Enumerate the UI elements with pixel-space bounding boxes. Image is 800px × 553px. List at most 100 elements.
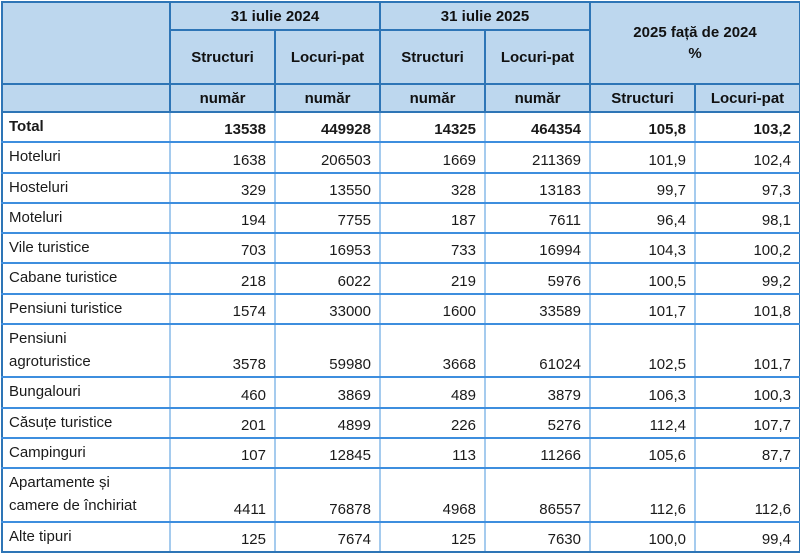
cell-value: 112,4 bbox=[589, 406, 696, 439]
cell-value: 219 bbox=[379, 262, 486, 295]
table-row: Total 13538 449928 14325 464354 105,8 103,2 bbox=[1, 110, 800, 144]
cell-value: 98,1 bbox=[693, 201, 800, 235]
cell-value: 100,5 bbox=[589, 262, 696, 295]
cell-value: 101,8 bbox=[693, 292, 800, 325]
cell-value: 112,6 bbox=[693, 467, 800, 523]
cell-value: 328 bbox=[379, 171, 486, 204]
unit-cell: număr bbox=[169, 83, 276, 113]
row-label: Pensiuni agroturistice bbox=[1, 322, 171, 379]
row-label: Apartamente și camere de închiriat bbox=[1, 467, 171, 523]
cell-value: 7611 bbox=[484, 201, 591, 235]
cell-value: 13550 bbox=[274, 171, 381, 204]
cell-value: 112,6 bbox=[589, 467, 696, 523]
cell-value: 125 bbox=[169, 520, 276, 553]
unit-cell: număr bbox=[484, 83, 591, 113]
cell-value: 106,3 bbox=[589, 376, 696, 409]
cell-value: 99,2 bbox=[693, 262, 800, 295]
row-label: Moteluri bbox=[1, 201, 171, 235]
cell-value: 33589 bbox=[484, 292, 591, 325]
cell-value: 100,0 bbox=[589, 520, 696, 553]
header-group-2025: 31 iulie 2025 bbox=[379, 1, 591, 31]
cell-value: 16994 bbox=[484, 231, 591, 265]
cell-value: 102,4 bbox=[693, 141, 800, 174]
cell-value: 489 bbox=[379, 376, 486, 409]
cell-value: 3668 bbox=[379, 322, 486, 379]
cell-value: 4899 bbox=[274, 406, 381, 439]
cell-value: 226 bbox=[379, 406, 486, 439]
cell-value: 96,4 bbox=[589, 201, 696, 235]
cell-value: 76878 bbox=[274, 467, 381, 523]
cell-value: 7674 bbox=[274, 520, 381, 553]
row-label: Campinguri bbox=[1, 436, 171, 470]
header-ratio-title: 2025 față de 2024 bbox=[633, 24, 757, 41]
table-row: Alte tipuri 125 7674 125 7630 100,0 99,4 bbox=[1, 520, 800, 553]
cell-value: 100,3 bbox=[693, 376, 800, 409]
cell-value: 733 bbox=[379, 231, 486, 265]
row-label: Vile turistice bbox=[1, 231, 171, 265]
cell-value: 1638 bbox=[169, 141, 276, 174]
cell-value: 101,7 bbox=[693, 322, 800, 379]
cell-value: 7755 bbox=[274, 201, 381, 235]
header-group-2024: 31 iulie 2024 bbox=[169, 1, 381, 31]
cell-value: 211369 bbox=[484, 141, 591, 174]
cell-value: 99,7 bbox=[589, 171, 696, 204]
unit-cell: număr bbox=[379, 83, 486, 113]
table-header: 31 iulie 2024 31 iulie 2025 2025 față de… bbox=[1, 1, 800, 113]
table-row: Bungalouri 460 3869 489 3879 106,3 100,3 bbox=[1, 376, 800, 409]
cell-value: 16953 bbox=[274, 231, 381, 265]
table-row: Căsuțe turistice 201 4899 226 5276 112,4 107,7 bbox=[1, 406, 800, 439]
cell-value: 33000 bbox=[274, 292, 381, 325]
cell-value: 61024 bbox=[484, 322, 591, 379]
row-label: Hosteluri bbox=[1, 171, 171, 204]
cell-value: 4968 bbox=[379, 467, 486, 523]
cell-value: 113 bbox=[379, 436, 486, 470]
table-row: Hoteluri 1638 206503 1669 211369 101,9 102,4 bbox=[1, 141, 800, 174]
table-row: Campinguri 107 12845 113 11266 105,6 87,7 bbox=[1, 436, 800, 470]
cell-value: 12845 bbox=[274, 436, 381, 470]
cell-value: 87,7 bbox=[693, 436, 800, 470]
cell-value: 5276 bbox=[484, 406, 591, 439]
header-group-ratio: 2025 față de 2024 % bbox=[588, 1, 800, 85]
row-label: Hoteluri bbox=[1, 141, 171, 174]
unit-cell-empty bbox=[1, 83, 171, 113]
unit-cell: număr bbox=[274, 83, 381, 113]
table-body: Total 13538 449928 14325 464354 105,8 103,2 Hot… bbox=[1, 110, 800, 553]
cell-value: 218 bbox=[169, 262, 276, 295]
row-label: Bungalouri bbox=[1, 376, 171, 409]
table-row: Hosteluri 329 13550 328 13183 99,7 97,3 bbox=[1, 171, 800, 204]
cell-value: 125 bbox=[379, 520, 486, 553]
header-col-structuri-2024: Structuri bbox=[169, 29, 276, 85]
cell-value: 194 bbox=[169, 201, 276, 235]
cell-value: 206503 bbox=[274, 141, 381, 174]
cell-value: 100,2 bbox=[693, 231, 800, 265]
cell-value: 1600 bbox=[379, 292, 486, 325]
cell-value: 464354 bbox=[484, 110, 591, 144]
cell-value: 3879 bbox=[484, 376, 591, 409]
cell-value: 13538 bbox=[169, 110, 276, 144]
cell-value: 107,7 bbox=[693, 406, 800, 439]
cell-value: 102,5 bbox=[589, 322, 696, 379]
header-col-ratio-locuripat: Locuri-pat bbox=[693, 83, 800, 113]
cell-value: 99,4 bbox=[693, 520, 800, 553]
row-label: Alte tipuri bbox=[1, 520, 171, 553]
table-row: Pensiuni turistice 1574 33000 1600 33589 101,… bbox=[1, 292, 800, 325]
cell-value: 1574 bbox=[169, 292, 276, 325]
cell-value: 703 bbox=[169, 231, 276, 265]
row-label: Cabane turistice bbox=[1, 262, 171, 295]
row-label: Total bbox=[1, 110, 171, 144]
cell-value: 449928 bbox=[274, 110, 381, 144]
table-row: Apartamente și camere de închiriat 4411 76… bbox=[1, 467, 800, 523]
cell-value: 329 bbox=[169, 171, 276, 204]
cell-value: 97,3 bbox=[693, 171, 800, 204]
corner-cell-empty bbox=[1, 1, 171, 85]
cell-value: 4411 bbox=[169, 467, 276, 523]
header-ratio-unit: % bbox=[688, 45, 702, 62]
cell-value: 86557 bbox=[484, 467, 591, 523]
cell-value: 105,8 bbox=[589, 110, 696, 144]
table-row: Pensiuni agroturistice 3578 59980 3668 61024… bbox=[1, 322, 800, 379]
cell-value: 3869 bbox=[274, 376, 381, 409]
header-col-locuripat-2025: Locuri-pat bbox=[484, 29, 591, 85]
cell-value: 1669 bbox=[379, 141, 486, 174]
